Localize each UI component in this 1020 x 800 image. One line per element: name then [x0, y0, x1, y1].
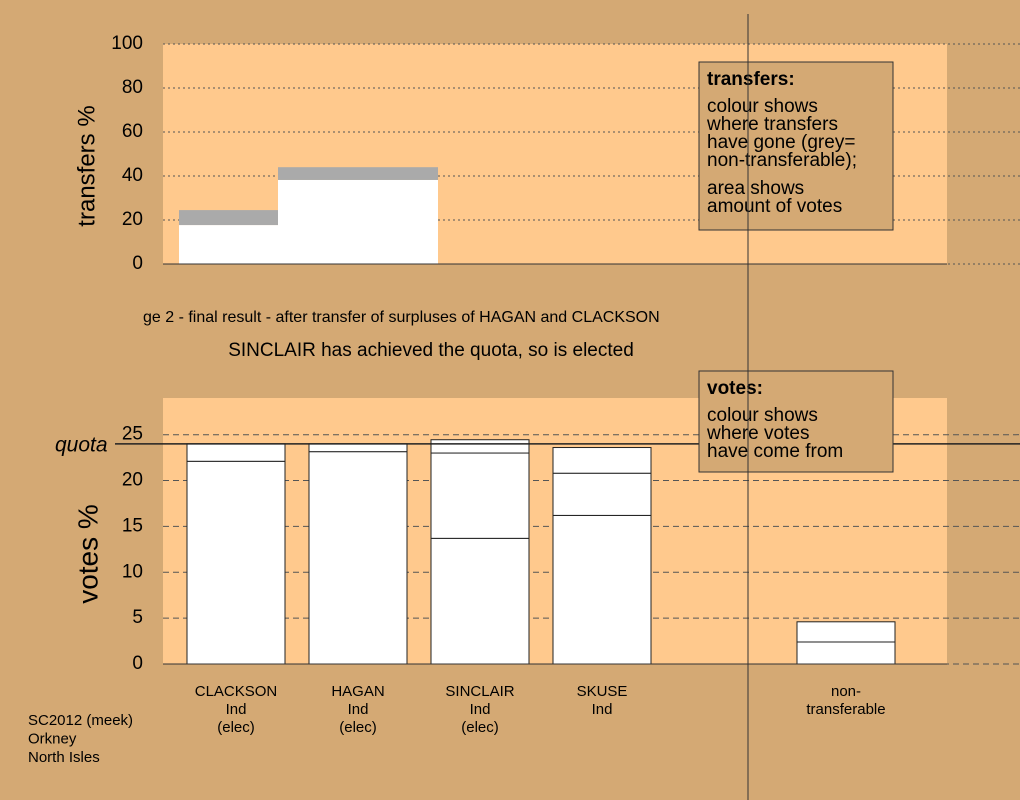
legend-text: amount of votes — [707, 196, 842, 217]
footer-text: SC2012 (meek) — [28, 712, 133, 729]
legend-text: have gone (grey= — [707, 132, 855, 153]
x-tick-label: (elec) — [339, 719, 377, 736]
bar-segment — [796, 641, 896, 665]
legend-text: colour shows — [707, 96, 818, 117]
legend-text: where transfers — [706, 114, 838, 135]
y-tick-label: 0 — [132, 253, 143, 274]
legend-text: where votes — [706, 423, 809, 444]
bar-segment — [430, 439, 530, 454]
legend-box — [698, 61, 894, 231]
y-tick-label: 5 — [132, 607, 143, 628]
y-tick-label: 0 — [132, 653, 143, 674]
y-tick-label: 15 — [122, 515, 143, 536]
x-tick-label: Ind — [226, 701, 247, 718]
x-tick-label: (elec) — [461, 719, 499, 736]
y-tick-label: 20 — [122, 209, 143, 230]
x-tick-label: CLACKSON — [195, 683, 278, 700]
bar-segment — [186, 443, 286, 462]
chart-title: ge 2 - final result - after transfer of … — [143, 309, 660, 326]
bar — [179, 210, 293, 226]
bar — [179, 225, 293, 264]
y-tick-label: 10 — [122, 561, 143, 582]
legend-text: non-transferable); — [707, 150, 857, 171]
y-tick-label: 25 — [122, 424, 143, 445]
x-tick-label: non- — [831, 683, 861, 700]
bar — [278, 167, 438, 180]
legend-text: colour shows — [707, 405, 818, 426]
bar-segment — [430, 537, 530, 665]
y-tick-label: 80 — [122, 77, 143, 98]
bar — [278, 179, 438, 264]
bar-segment — [430, 452, 530, 539]
legend-text: have come from — [707, 441, 843, 462]
bar-segment — [552, 514, 652, 665]
chart-subtitle: SINCLAIR has achieved the quota, so is e… — [228, 340, 634, 361]
y-tick-label: 60 — [122, 121, 143, 142]
y-tick-label: 20 — [122, 470, 143, 491]
legend-title: votes: — [707, 378, 763, 399]
x-tick-label: transferable — [806, 701, 885, 718]
y-axis-label: transfers % — [73, 105, 100, 226]
footer-text: Orkney — [28, 730, 77, 747]
y-axis-label: votes % — [72, 504, 103, 604]
x-tick-label: Ind — [470, 701, 491, 718]
legend-box — [698, 370, 894, 473]
bar-segment — [186, 460, 286, 665]
x-tick-label: SKUSE — [577, 683, 628, 700]
x-tick-label: HAGAN — [331, 683, 384, 700]
bar-segment — [552, 447, 652, 474]
x-tick-label: (elec) — [217, 719, 255, 736]
bar-segment — [308, 451, 408, 665]
bar-segment — [308, 443, 408, 453]
legend-text: area shows — [707, 178, 804, 199]
legend-title: transfers: — [707, 69, 795, 90]
bar-segment — [796, 621, 896, 643]
footer-text: North Isles — [28, 749, 100, 766]
bar-segment — [552, 472, 652, 516]
x-tick-label: Ind — [592, 701, 613, 718]
y-tick-label: 100 — [111, 33, 143, 54]
y-tick-label: 40 — [122, 165, 143, 186]
x-tick-label: Ind — [348, 701, 369, 718]
quota-label: quota — [55, 433, 108, 456]
x-tick-label: SINCLAIR — [445, 683, 514, 700]
